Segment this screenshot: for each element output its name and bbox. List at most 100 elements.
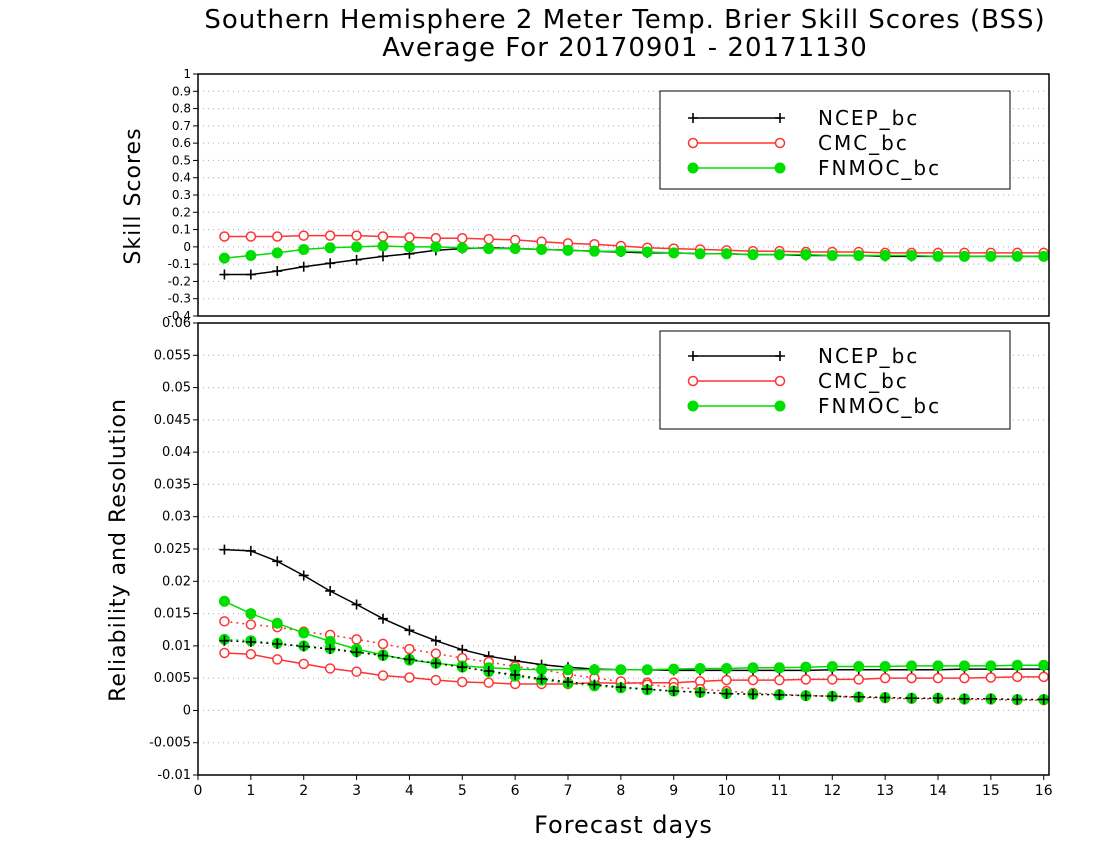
data-point [906, 672, 917, 684]
data-point [880, 692, 891, 703]
data-point [879, 250, 891, 261]
data-point [536, 243, 548, 255]
data-point [800, 690, 811, 701]
y-tick-label: 0.025 [154, 542, 191, 557]
data-point [853, 661, 865, 673]
legend-label: CMC_bc [818, 131, 909, 155]
data-point [1012, 671, 1023, 683]
data-point [879, 661, 891, 673]
data-point [351, 241, 363, 253]
data-point [536, 664, 548, 676]
data-point [272, 231, 283, 242]
y-tick-label: 0 [183, 240, 191, 254]
data-point [483, 666, 494, 677]
data-point [826, 661, 838, 673]
data-point [324, 663, 336, 674]
data-point [351, 254, 362, 265]
series-FNMOC_bc [218, 595, 1050, 676]
legend-marker [774, 162, 786, 174]
series-line [224, 548, 1044, 672]
y-tick-label: -0.3 [168, 292, 191, 306]
data-point [958, 250, 970, 262]
data-point [351, 647, 362, 658]
data-point [483, 677, 494, 688]
legend-label: NCEP_bc [818, 106, 919, 130]
data-point [271, 617, 283, 629]
data-point [1038, 671, 1049, 683]
data-point [219, 635, 230, 646]
data-point [483, 233, 494, 245]
data-point [958, 660, 970, 672]
data-point [694, 662, 706, 674]
data-point [615, 664, 627, 676]
y-tick-label: 0.4 [172, 171, 191, 185]
x-tick-label: 10 [718, 783, 736, 799]
y-tick-label: 0.7 [172, 119, 191, 133]
series-NCEP_bc-dotted [219, 635, 1049, 705]
data-point [641, 664, 653, 676]
y-tick-label: 0.5 [172, 153, 191, 167]
data-point [430, 674, 442, 686]
data-point [325, 258, 336, 269]
data-point [562, 664, 574, 676]
data-point [298, 627, 310, 639]
legend-marker [687, 162, 699, 174]
legend-box [659, 90, 1011, 190]
x-tick-label: 8 [616, 783, 625, 799]
legend-label: FNMOC_bc [818, 394, 941, 418]
data-point [271, 247, 283, 259]
data-point [325, 644, 336, 655]
data-point [298, 261, 309, 272]
data-point [1011, 659, 1023, 671]
x-tick-label: 3 [352, 783, 361, 799]
data-point [933, 693, 943, 704]
y-tick-label: 0.8 [172, 102, 191, 116]
data-point [510, 669, 521, 680]
y-tick-label: 0.035 [154, 477, 191, 492]
data-point [588, 664, 600, 676]
data-point [774, 674, 785, 686]
data-point [378, 650, 388, 661]
legend-label: NCEP_bc [818, 344, 919, 368]
data-point [800, 674, 812, 685]
data-point [932, 672, 944, 684]
y-tick-label: 0.02 [162, 574, 191, 589]
data-point [985, 672, 997, 683]
data-point [721, 688, 732, 699]
data-point [615, 682, 626, 693]
panel-2: -0.01 -0.005 0 0.005 0.01 0.015 0.02 0.025 0.03 0… [106, 316, 1053, 839]
plot-frame [197, 73, 1050, 317]
data-point [245, 608, 257, 620]
y-tick-label: -0.4 [168, 309, 191, 323]
data-point [245, 231, 257, 242]
data-point [800, 661, 812, 673]
data-point [774, 689, 785, 700]
legend-marker [774, 400, 786, 412]
legend-marker [775, 351, 785, 361]
x-tick-label: 1 [246, 783, 255, 799]
data-point [404, 654, 415, 665]
data-point [218, 595, 230, 607]
data-point [589, 679, 600, 690]
y-tick-label: 0.1 [172, 223, 191, 237]
legend-marker [687, 137, 699, 149]
data-point [245, 649, 257, 660]
legend-label: CMC_bc [818, 369, 909, 393]
data-point [377, 240, 389, 252]
series-CMC_bc [219, 230, 1049, 259]
data-point [219, 231, 230, 242]
data-point [668, 686, 679, 697]
plot-frame [197, 322, 1050, 776]
data-point [457, 676, 468, 688]
data-point [351, 599, 362, 610]
data-point [351, 230, 362, 241]
data-point [773, 249, 785, 261]
data-point [219, 269, 230, 280]
x-tick-label: 14 [929, 783, 947, 799]
y-tick-label: -0.1 [168, 257, 191, 271]
data-point [827, 674, 838, 685]
data-point [695, 687, 706, 698]
y-tick-label: 0.3 [172, 188, 191, 202]
